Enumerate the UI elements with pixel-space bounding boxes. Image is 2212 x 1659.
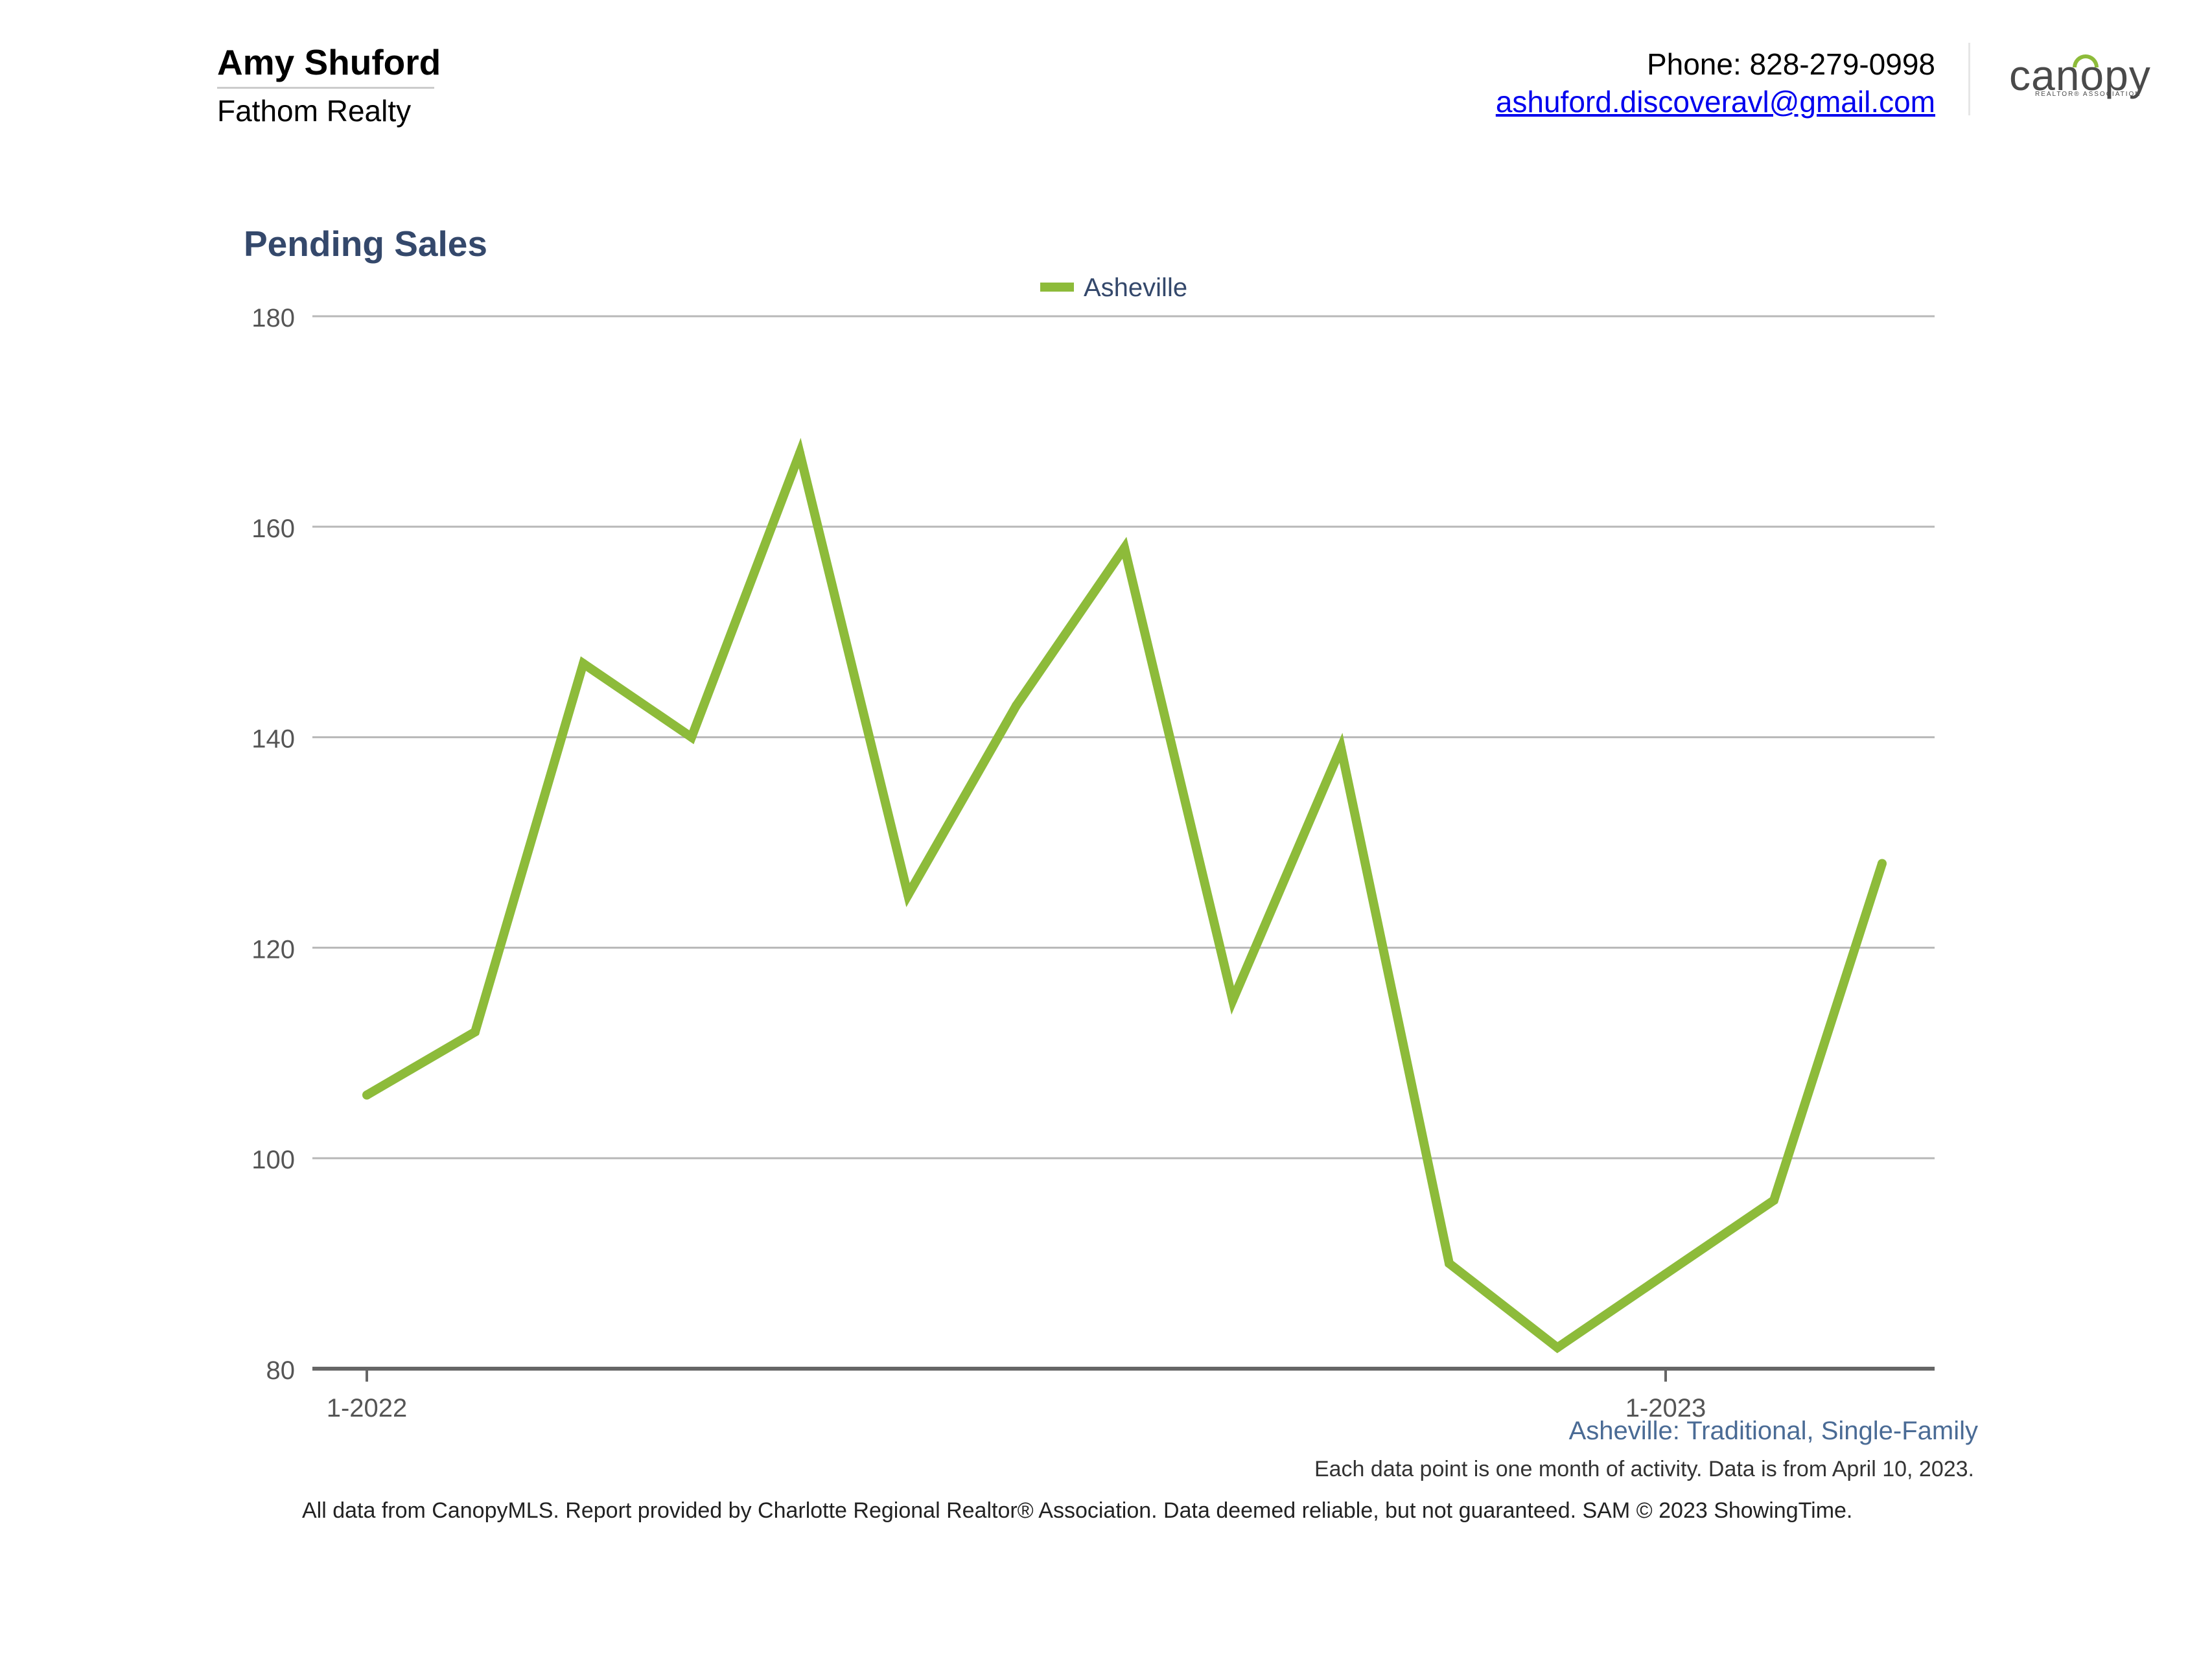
- x-tick-label: 1-2023: [1625, 1394, 1706, 1422]
- data-point: [795, 448, 804, 458]
- x-axis-ticks: 1-2022 1-2023: [327, 1369, 1706, 1422]
- header-divider: [1968, 43, 1970, 115]
- y-tick-label: 100: [251, 1146, 295, 1174]
- disclaimer: All data from CanopyMLS. Report provided…: [302, 1498, 1853, 1523]
- chart-title: Pending Sales: [244, 224, 487, 264]
- data-point: [1012, 701, 1021, 710]
- data-point: [903, 890, 913, 900]
- data-point: [1769, 1196, 1778, 1205]
- data-point: [1878, 859, 1887, 868]
- data-point: [1445, 1259, 1454, 1268]
- y-tick-label: 180: [251, 304, 295, 332]
- y-tick-label: 160: [251, 515, 295, 543]
- y-tick-label: 120: [251, 935, 295, 964]
- grid-lines: [312, 315, 1935, 1371]
- y-axis-ticks: 80 100 120 140 160 180: [251, 304, 295, 1385]
- y-tick-label: 80: [266, 1356, 296, 1385]
- agent-company: Fathom Realty: [217, 94, 412, 128]
- x-tick-label: 1-2022: [327, 1394, 408, 1422]
- data-point: [1553, 1343, 1562, 1352]
- data-point: [1228, 995, 1237, 1005]
- y-tick-label: 140: [251, 725, 295, 754]
- agent-name-underline: [217, 87, 434, 89]
- data-point: [471, 1027, 480, 1037]
- legend: Asheville: [1040, 273, 1187, 302]
- contact-email-link[interactable]: ashuford.discoveravl@gmail.com: [1495, 85, 1935, 119]
- legend-label: Asheville: [1084, 273, 1187, 302]
- series-line-asheville: [364, 437, 1887, 1354]
- agent-name: Amy Shuford: [217, 42, 441, 82]
- data-note: Each data point is one month of activity…: [1314, 1457, 1974, 1481]
- data-point: [362, 1090, 371, 1100]
- logo-arc-icon: [2073, 54, 2099, 67]
- contact-phone: Phone: 828-279-0998: [1646, 47, 1935, 81]
- chart-subtitle: Asheville: Traditional, Single-Family: [1568, 1417, 1978, 1445]
- data-point: [687, 732, 696, 742]
- series-lines: [362, 437, 1887, 1354]
- logo-subtext: REALTOR® ASSOCIATION: [2035, 91, 2141, 98]
- data-point: [1336, 743, 1345, 752]
- data-point: [1661, 1269, 1670, 1279]
- canopy-logo: canopy REALTOR® ASSOCIATION: [2009, 51, 2165, 102]
- data-point: [579, 658, 588, 668]
- data-point: [1120, 543, 1129, 553]
